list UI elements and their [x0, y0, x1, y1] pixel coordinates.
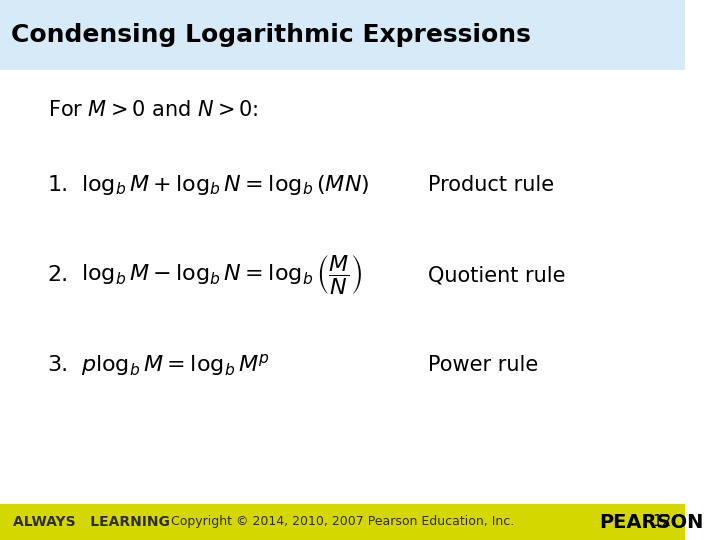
Text: ALWAYS   LEARNING: ALWAYS LEARNING — [14, 515, 170, 529]
Text: PEARSON: PEARSON — [600, 512, 704, 531]
Text: 12: 12 — [653, 515, 672, 530]
Text: Power rule: Power rule — [428, 355, 539, 375]
Text: 3.: 3. — [48, 355, 68, 375]
Text: $\log_b M - \log_b N = \log_b \left(\dfrac{M}{N}\right)$: $\log_b M - \log_b N = \log_b \left(\dfr… — [81, 253, 362, 296]
Text: For $M > 0$ and $N > 0$:: For $M > 0$ and $N > 0$: — [48, 100, 258, 120]
Text: $p \log_b M = \log_b M^p$: $p \log_b M = \log_b M^p$ — [81, 352, 270, 378]
Text: Quotient rule: Quotient rule — [428, 265, 566, 285]
Text: 2.: 2. — [48, 265, 68, 285]
Text: $\log_b M + \log_b N = \log_b (MN)$: $\log_b M + \log_b N = \log_b (MN)$ — [81, 173, 369, 197]
FancyBboxPatch shape — [0, 504, 685, 540]
Text: Condensing Logarithmic Expressions: Condensing Logarithmic Expressions — [12, 23, 531, 47]
Text: Product rule: Product rule — [428, 175, 554, 195]
Text: 1.: 1. — [48, 175, 68, 195]
FancyBboxPatch shape — [0, 0, 685, 70]
Text: Copyright © 2014, 2010, 2007 Pearson Education, Inc.: Copyright © 2014, 2010, 2007 Pearson Edu… — [171, 516, 514, 529]
